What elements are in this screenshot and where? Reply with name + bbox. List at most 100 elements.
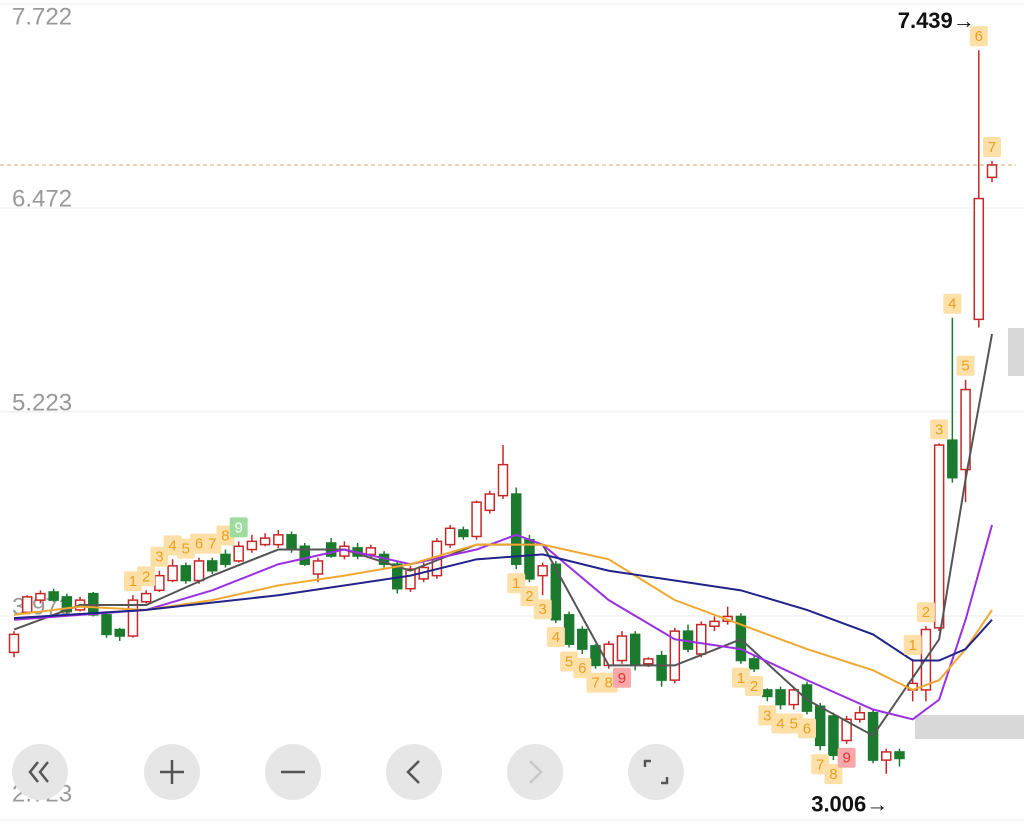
candle-body — [127, 599, 139, 637]
candle-body — [762, 689, 773, 698]
candle-body — [947, 439, 958, 479]
candle-body — [788, 689, 800, 706]
candle-body — [365, 547, 377, 556]
td-label: 3 — [538, 601, 546, 618]
toolbar — [12, 744, 684, 800]
candle-body — [193, 560, 205, 582]
td-label: 1 — [737, 670, 745, 687]
td-label-bg — [533, 599, 552, 620]
candle-body — [841, 718, 852, 742]
icon — [529, 760, 543, 784]
candle-body — [458, 529, 469, 538]
td-label: 5 — [790, 715, 798, 732]
td-label: 1 — [512, 575, 520, 592]
td-label: 7 — [988, 139, 996, 156]
td-label: 9 — [842, 750, 850, 767]
candle-body — [973, 197, 985, 321]
y-tick-label: 5.223 — [12, 389, 72, 416]
td-label: 6 — [578, 660, 586, 677]
candle-body — [8, 633, 20, 654]
candle-body — [563, 614, 575, 645]
td-label-bg — [229, 517, 248, 538]
candle-body — [603, 643, 614, 667]
toolbar-icons — [28, 759, 669, 785]
candle-body — [814, 705, 826, 747]
candle-body — [101, 614, 112, 636]
candle-body — [299, 545, 311, 565]
td-label: 4 — [776, 715, 784, 732]
candle-body — [709, 620, 720, 627]
candle-body — [643, 658, 654, 665]
td-label: 9 — [235, 519, 243, 536]
td-label-bg — [903, 634, 922, 655]
td-label-bg — [983, 137, 1001, 158]
td-label: 8 — [605, 675, 613, 692]
td-label-bg — [546, 626, 565, 647]
td-label-bg — [824, 764, 843, 785]
candle-body — [986, 164, 998, 179]
price-marker — [915, 715, 1024, 739]
td-label: 5 — [961, 358, 969, 375]
td-label: 2 — [922, 604, 930, 621]
icon — [160, 760, 184, 784]
low-label: 3.006→ — [811, 792, 888, 817]
candle-body — [854, 712, 866, 721]
candle-body — [510, 493, 522, 565]
button-fullscreen[interactable] — [628, 744, 684, 800]
candle-body — [48, 591, 59, 601]
td-label-bg — [956, 355, 975, 376]
candle-body — [167, 565, 178, 582]
td-label-bg — [943, 293, 962, 314]
td-label: 8 — [829, 766, 837, 783]
td-label: 6 — [803, 720, 811, 737]
td-label-bg — [612, 667, 631, 688]
td-label: 3 — [935, 421, 943, 438]
td-label: 6 — [195, 536, 203, 553]
button-prev[interactable] — [386, 744, 442, 800]
button-next[interactable] — [507, 744, 563, 800]
candle-body — [775, 689, 786, 706]
candle-body — [405, 568, 416, 590]
candle-body — [537, 565, 548, 577]
candle-body — [590, 645, 601, 667]
candle-body — [550, 563, 562, 621]
td-label-bg — [797, 718, 816, 739]
candle-body — [180, 565, 192, 582]
td-label: 6 — [975, 28, 983, 45]
candle-body — [881, 751, 892, 761]
candle-body — [35, 592, 46, 601]
candle-body — [748, 658, 760, 670]
candle-body — [695, 623, 707, 655]
td-label: 7 — [816, 756, 824, 773]
td-label-bg — [916, 602, 935, 623]
td-label: 4 — [948, 296, 956, 313]
candle-body — [286, 534, 297, 551]
td-label: 4 — [552, 629, 560, 646]
ma-line — [13, 543, 993, 691]
candle-body — [140, 592, 152, 603]
icon — [28, 761, 49, 783]
td-label: 2 — [525, 588, 533, 605]
icon — [643, 759, 669, 785]
candle-body — [233, 545, 244, 562]
td-label-bg — [745, 675, 764, 696]
td-label: 7 — [591, 675, 599, 692]
candle-body — [960, 388, 971, 471]
candle-body — [154, 574, 165, 592]
td-label: 1 — [909, 637, 917, 654]
y-tick-label: 6.472 — [12, 185, 72, 212]
td-label: 8 — [221, 527, 229, 544]
td-label: 3 — [155, 549, 163, 566]
high-label: 7.439→ — [898, 8, 975, 33]
candle-body — [114, 628, 125, 637]
candle-body — [273, 534, 284, 546]
candle-body — [616, 635, 628, 662]
td-label: 5 — [565, 653, 573, 670]
candle-body — [801, 684, 813, 712]
td-label: 2 — [750, 678, 758, 695]
td-label: 1 — [129, 573, 137, 590]
td-label-bg — [573, 657, 592, 678]
y-tick-label: 7.722 — [12, 3, 72, 30]
